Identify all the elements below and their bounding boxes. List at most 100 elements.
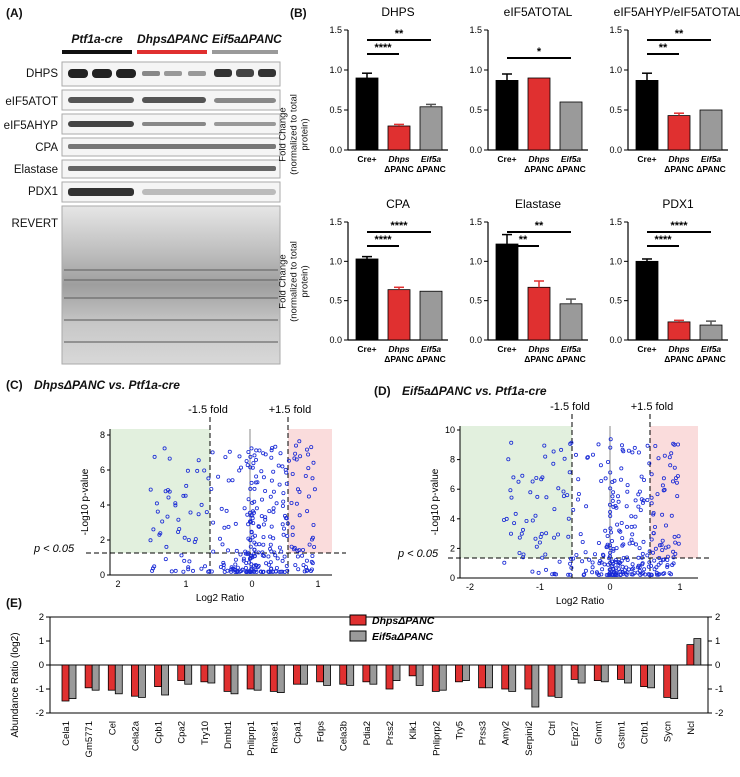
volcano-point [252, 551, 257, 556]
category-sub-4-2: ΔPANC [556, 354, 586, 364]
volcano-point [209, 487, 214, 492]
volcano-point [636, 450, 641, 455]
volcano-point [537, 540, 542, 545]
volcano-point [582, 572, 587, 577]
volcano-point [605, 542, 610, 547]
bar-Sycn-0 [663, 664, 672, 698]
volcano-point [285, 521, 290, 526]
volcano-point [301, 563, 306, 568]
bar-Erp27-0 [570, 664, 579, 680]
volcano-point [630, 562, 635, 567]
volcano-point [302, 569, 307, 574]
bar-Pnliprp1-0 [246, 664, 255, 690]
category-label-Dmbt1: Dmbt1 [223, 721, 234, 749]
volcano-point [219, 506, 224, 511]
volcano-point [568, 556, 573, 561]
volcano-point [155, 509, 160, 514]
volcano-point [653, 444, 658, 449]
bar-4-2 [559, 303, 583, 341]
volcano-point [199, 566, 204, 571]
volcano-point [620, 564, 625, 569]
volcano-x-tick: 0 [607, 582, 612, 592]
volcano-point [293, 563, 298, 568]
volcano-point [635, 565, 640, 570]
volcano-point [517, 535, 522, 540]
volcano-point [257, 524, 262, 529]
volcano-point [543, 567, 548, 572]
volcano-point [596, 442, 601, 447]
bar-2-0 [635, 80, 659, 151]
volcano-point [669, 451, 674, 456]
volcano-point [511, 475, 516, 480]
volcano-point [238, 465, 243, 470]
volcano-point [258, 569, 263, 574]
volcano-point [571, 507, 576, 512]
chart-title-5: PDX1 [662, 197, 694, 211]
volcano-point [603, 528, 608, 533]
y-tick-label-3: 1.5 [329, 217, 342, 227]
volcano-point [534, 476, 539, 481]
volcano-point [271, 506, 276, 511]
volcano-point [649, 472, 654, 477]
volcano-point [176, 517, 181, 522]
volcano-y-tick: 10 [445, 425, 455, 435]
volcano-point [596, 572, 601, 577]
volcano-point [651, 531, 656, 536]
volcano-point [305, 509, 310, 514]
volcano-point [306, 466, 311, 471]
volcano-point [567, 470, 572, 475]
volcano-y-label: -Log10 p-value [80, 468, 91, 535]
volcano-point [238, 569, 243, 574]
volcano-point [233, 562, 238, 567]
volcano-point [575, 497, 580, 502]
volcano-point [553, 572, 558, 577]
volcano-point [583, 550, 588, 555]
category-label-Gm5771: Gm5771 [84, 721, 95, 757]
volcano-point [521, 555, 526, 560]
volcano-point [636, 504, 641, 509]
volcano-point [583, 568, 588, 573]
volcano-point [620, 536, 625, 541]
volcano-point [173, 503, 178, 508]
volcano-point [660, 483, 665, 488]
volcano-y-tick: 8 [450, 455, 455, 465]
volcano-point [619, 443, 624, 448]
volcano-point [610, 498, 615, 503]
volcano-y-label: -Log10 p-value [430, 468, 441, 535]
volcano-point [209, 569, 214, 574]
volcano-point [182, 535, 187, 540]
bar-Ctrb1-1 [647, 664, 655, 689]
bar-Cpa2-1 [184, 664, 193, 685]
bar-Gnmt-1 [600, 664, 609, 683]
volcano-point [534, 544, 539, 549]
volcano-point [616, 499, 621, 504]
volcano-point [311, 460, 316, 465]
volcano-point [273, 553, 278, 558]
volcano-point [277, 545, 282, 550]
volcano-point [671, 561, 676, 566]
bar-4-1 [527, 286, 551, 341]
ylabel-line1: Fold Change [277, 254, 289, 309]
volcano-point [181, 493, 186, 498]
volcano-point [543, 552, 548, 557]
y-tick-label-right: 2 [715, 612, 720, 623]
volcano-x-tick: -1 [536, 582, 544, 592]
bar-3-1 [387, 289, 411, 341]
volcano-point [599, 479, 604, 484]
volcano-point [222, 525, 227, 530]
fold-left-label: -1.5 fold [550, 401, 590, 413]
volcano-points [148, 439, 317, 574]
volcano-point [292, 456, 297, 461]
category-label-4-0: Cre+ [497, 344, 516, 354]
volcano-point [665, 557, 670, 562]
bar-1-0 [495, 80, 519, 151]
bar-Dmbt1-0 [223, 664, 232, 692]
down-regulated-region [110, 429, 210, 553]
volcano-point [573, 452, 578, 457]
volcano-point [268, 534, 273, 539]
western-blot-image [61, 61, 281, 365]
category-sub-1-2: ΔPANC [556, 164, 586, 174]
volcano-point [269, 566, 274, 571]
volcano-point [237, 454, 242, 459]
volcano-point [256, 524, 261, 529]
